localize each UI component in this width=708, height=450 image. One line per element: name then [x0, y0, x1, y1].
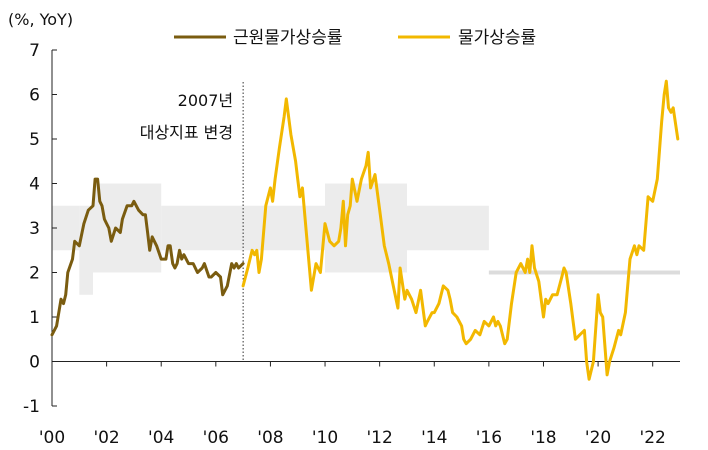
x-tick-label: '12 [366, 428, 392, 448]
x-tick-label: '08 [257, 428, 283, 448]
x-tick-label: '06 [203, 428, 229, 448]
target-band-5 [325, 183, 407, 273]
legend-label-0: 근원물가상승률 [233, 28, 342, 48]
legend-label-1: 물가상승률 [458, 28, 536, 48]
y-tick-label: 2 [29, 264, 40, 284]
series-line-0 [50, 177, 245, 337]
y-tick-label: 0 [29, 353, 40, 373]
target-band-3 [161, 205, 244, 251]
y-tick-label: 4 [29, 175, 40, 195]
target-band-4 [243, 205, 326, 251]
x-tick-label: '04 [148, 428, 174, 448]
y-tick-label: 6 [29, 86, 40, 106]
x-tick-label: '02 [93, 428, 119, 448]
annotation-text: 대상지표 변경 [140, 123, 233, 142]
series-line-1 [241, 79, 680, 381]
target-band-6 [406, 205, 489, 251]
x-tick-label: '00 [39, 428, 65, 448]
y-tick-label: 7 [29, 41, 40, 61]
series [50, 79, 680, 381]
y-tick-label: 5 [29, 130, 40, 150]
axes: -1 0 1 2 3 4 5 6 7 '00 '02 '04 '06 '08 '10 '12 '14 '16 '18… [23, 41, 680, 448]
y-tick-label: -1 [23, 397, 40, 417]
annotation-text: 2007년 [178, 91, 233, 110]
x-tick-label: '10 [312, 428, 338, 448]
x-tick-label: '16 [476, 428, 502, 448]
x-tick-label: '20 [585, 428, 611, 448]
x-tick-label: '14 [421, 428, 447, 448]
y-tick-label: 1 [29, 308, 40, 328]
y-tick-label: 3 [29, 219, 40, 239]
x-tick-label: '22 [640, 428, 666, 448]
x-tick-label: '18 [530, 428, 556, 448]
target-band-2 [92, 183, 162, 273]
legend: 근원물가상승률 물가상승률 [174, 28, 536, 48]
target-bands [52, 183, 680, 295]
y-axis-label: (%, YoY) [8, 10, 73, 29]
